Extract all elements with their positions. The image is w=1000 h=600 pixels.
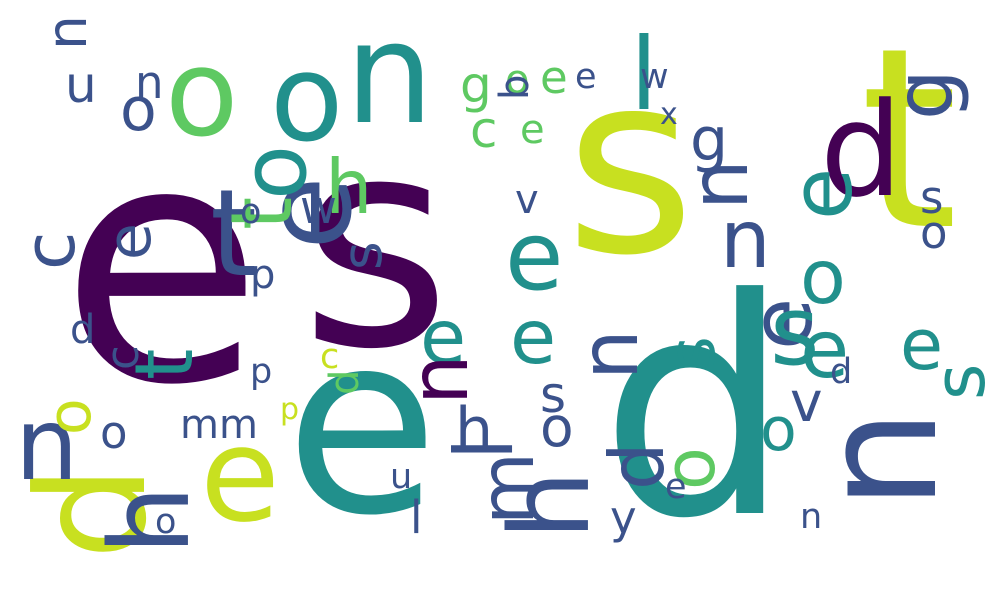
cloud-word-o-4: o xyxy=(800,233,846,321)
cloud-word-e-8: e xyxy=(800,303,850,396)
cloud-word-o-6: o xyxy=(120,75,157,145)
cloud-word-e-15: e xyxy=(520,107,545,153)
cloud-word-g-2: g xyxy=(878,69,971,120)
cloud-word-b-1: b xyxy=(492,74,538,100)
cloud-word-w-2: w xyxy=(300,181,337,234)
cloud-word-d-7: d xyxy=(830,352,853,392)
cloud-word-o-13: o xyxy=(920,206,948,259)
cloud-word-h-4: h xyxy=(455,395,494,465)
cloud-word-l-3: l xyxy=(410,491,423,544)
cloud-word-s-1: s xyxy=(300,76,452,413)
cloud-word-p-1: p xyxy=(250,252,276,298)
cloud-word-e-12: e xyxy=(95,223,165,260)
cloud-word-s-2: s xyxy=(565,19,696,310)
cloud-word-c-1: c xyxy=(9,231,91,271)
cloud-word-p-2: p xyxy=(250,352,273,392)
cloud-word-e-16: e xyxy=(665,467,687,507)
cloud-word-v-1: v xyxy=(790,370,823,434)
cloud-word-u-1: u xyxy=(65,56,97,114)
cloud-word-t-1: t xyxy=(860,0,959,285)
cloud-word-n-9: n xyxy=(135,56,164,109)
cloud-word-e-14: e xyxy=(575,57,597,97)
cloud-word-o-14: o xyxy=(155,502,177,542)
cloud-word-o-1: o xyxy=(165,25,239,164)
cloud-word-u-2: u xyxy=(390,457,413,497)
cloud-word-n-1: n xyxy=(786,408,973,510)
cloud-word-mm-1: mm xyxy=(180,402,258,448)
cloud-word-v-2: v xyxy=(515,177,539,223)
cloud-word-d-5: d xyxy=(70,307,96,353)
cloud-word-y-1: y xyxy=(610,491,637,544)
cloud-word-e-13: e xyxy=(540,51,568,104)
cloud-word-c-4: c xyxy=(320,337,340,377)
cloud-word-n-2: n xyxy=(345,0,434,156)
cloud-word-p-3: p xyxy=(280,392,300,427)
cloud-word-o-2: o xyxy=(270,30,344,169)
cloud-word-o-9: o xyxy=(505,57,530,103)
cloud-word-c-2: c xyxy=(470,101,498,159)
cloud-word-s-6: s xyxy=(330,241,394,270)
cloud-word-h-1: h xyxy=(86,485,214,555)
cloud-word-e-2: e xyxy=(285,279,439,570)
cloud-word-t-2: t xyxy=(210,165,258,304)
cloud-word-n-10: n xyxy=(800,497,823,537)
cloud-word-e-10: e xyxy=(510,293,557,381)
cloud-word-n-6: n xyxy=(15,386,79,503)
cloud-word-n-4: n xyxy=(720,193,771,286)
cloud-word-c-3: c xyxy=(96,345,149,370)
cloud-word-s-7: s xyxy=(540,366,567,424)
cloud-word-h-2: h xyxy=(325,143,373,231)
cloud-word-s-3: s xyxy=(770,277,820,387)
cloud-word-d-4: d xyxy=(593,442,681,490)
cloud-word-g-3: g xyxy=(460,56,492,114)
cloud-word-o-10: o xyxy=(240,192,262,232)
cloud-word-x-1: x xyxy=(660,97,678,132)
cloud-word-o-8: o xyxy=(760,395,797,465)
cloud-word-e-9: e xyxy=(420,293,467,381)
cloud-word-w-1: w xyxy=(640,57,669,97)
cloud-word-o-11: o xyxy=(100,406,128,459)
cloud-word-t-3: t xyxy=(213,196,312,230)
cloud-word-d-3: d xyxy=(820,74,903,226)
cloud-word-l-1: l xyxy=(630,16,658,133)
cloud-word-n-5: n xyxy=(563,329,656,380)
cloud-word-e-3: e xyxy=(200,399,280,551)
cloud-word-e-1: e xyxy=(60,73,264,457)
cloud-word-d-1: d xyxy=(600,235,791,584)
cloud-word-s-8: s xyxy=(920,171,944,224)
cloud-word-o-12: o xyxy=(540,395,574,459)
cloud-word-e-6: e xyxy=(773,167,872,220)
cloud-word-n-8: n xyxy=(35,15,99,50)
cloud-word-s-4: s xyxy=(655,336,730,370)
cloud-word-e-5: e xyxy=(505,202,564,312)
cloud-word-e-11: e xyxy=(900,304,944,386)
cloud-word-g-1: g xyxy=(690,105,729,175)
cloud-word-o-7: o xyxy=(35,398,105,435)
